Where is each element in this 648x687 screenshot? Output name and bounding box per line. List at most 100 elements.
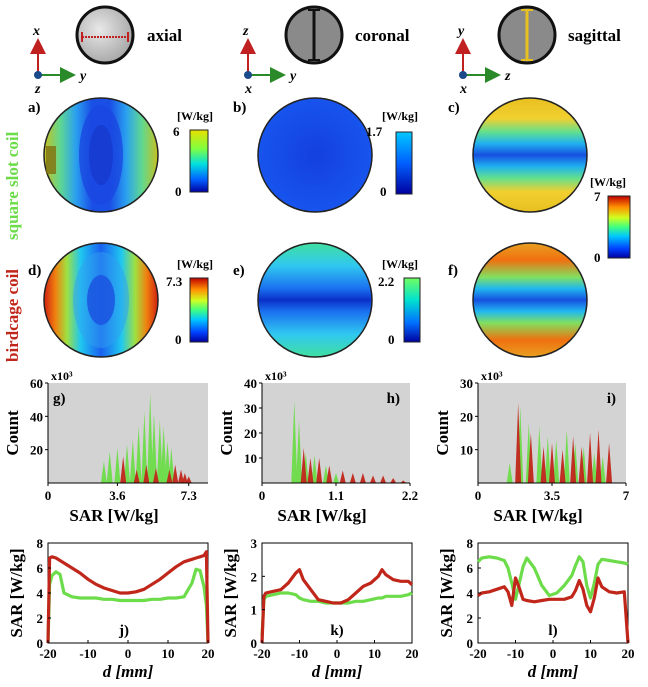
histogram-spike bbox=[359, 473, 366, 483]
histogram-spike bbox=[333, 473, 339, 483]
panel-label: b) bbox=[233, 100, 246, 116]
histogram-spike bbox=[390, 478, 397, 483]
colorbar-e: [W/kg] 2.2 0 bbox=[378, 257, 421, 347]
panel-label: a) bbox=[28, 100, 41, 116]
x-tick-label: 0 bbox=[45, 488, 52, 503]
colorbar-min: 0 bbox=[594, 250, 601, 265]
histogram-spike bbox=[311, 455, 318, 483]
x-axis-label: SAR [W/kg] bbox=[277, 506, 366, 525]
view-title-axial: axial bbox=[147, 26, 182, 45]
y-tick-label: 40 bbox=[244, 376, 257, 391]
histogram-spike bbox=[178, 469, 185, 483]
axis-out-label: x bbox=[244, 82, 252, 97]
y-tick-label: 20 bbox=[460, 409, 473, 424]
histogram-spike bbox=[527, 433, 534, 483]
histogram-spike bbox=[160, 426, 167, 483]
histogram-spike bbox=[349, 473, 356, 483]
colorbar-unit: [W/kg] bbox=[382, 257, 418, 271]
colorbar-max: 7.3 bbox=[166, 274, 183, 289]
histogram-spike bbox=[559, 449, 566, 483]
histogram-spike bbox=[578, 446, 585, 483]
sar-map-c: c) bbox=[448, 97, 588, 213]
x-tick-label: 3.5 bbox=[544, 488, 561, 503]
profile-l: -20 -10 0 10 20 0 2 4 6 8 d [mm] SAR [W/kg] l) bbox=[437, 536, 635, 681]
histogram-spike bbox=[185, 476, 192, 483]
panel-label: e) bbox=[233, 263, 245, 279]
colorbar-max: 7 bbox=[594, 189, 601, 204]
x-tick-label: 0 bbox=[550, 646, 557, 661]
panel-label: g) bbox=[53, 391, 66, 407]
y-axis-label: SAR [W/kg] bbox=[437, 548, 456, 637]
histogram-spike bbox=[129, 439, 136, 483]
histogram-spike bbox=[147, 393, 154, 483]
panel-label: k) bbox=[330, 623, 343, 639]
histogram-spike bbox=[141, 411, 148, 483]
histogram-spike bbox=[506, 463, 513, 483]
y-tick-label: 2 bbox=[467, 611, 474, 626]
histogram-spike bbox=[114, 448, 121, 483]
axis-right-label: z bbox=[504, 69, 511, 84]
profile-j: -20 -10 0 10 20 0 2 4 6 8 d [mm] SAR [W/kg] j) bbox=[7, 536, 215, 681]
y-tick-label: 10 bbox=[244, 451, 257, 466]
y-tick-label: 40 bbox=[30, 409, 43, 424]
sar-map-e: e) bbox=[233, 242, 373, 358]
y-tick-label: 3 bbox=[251, 536, 258, 551]
histogram-spike bbox=[151, 413, 158, 483]
x-axis-label: d [mm] bbox=[312, 662, 363, 681]
colorbar-unit: [W/kg] bbox=[177, 109, 213, 123]
histogram-spike bbox=[540, 446, 547, 483]
y-tick-label: 30 bbox=[244, 401, 257, 416]
x-tick-label: -20 bbox=[469, 646, 486, 661]
x-tick-label: 1.1 bbox=[328, 488, 344, 503]
x-axis-label: d [mm] bbox=[528, 662, 579, 681]
scale-label: x10³ bbox=[51, 369, 73, 383]
y-axis-label: SAR [W/kg] bbox=[7, 548, 26, 637]
y-tick-label: 20 bbox=[244, 426, 257, 441]
y-tick-label: 6 bbox=[37, 561, 44, 576]
row-label-square-slot: square slot coil bbox=[3, 131, 22, 240]
x-axis-label: SAR [W/kg] bbox=[493, 506, 582, 525]
histogram-spike bbox=[563, 429, 570, 483]
x-tick-label: 20 bbox=[406, 646, 419, 661]
histogram-spike bbox=[291, 400, 298, 483]
y-axis-label: Count bbox=[3, 410, 22, 456]
histogram-spike bbox=[536, 426, 543, 483]
histogram-spike bbox=[296, 420, 302, 483]
histogram-spike bbox=[599, 456, 606, 483]
view-title-sagittal: sagittal bbox=[568, 26, 621, 45]
colorbar-a: [W/kg] 6 0 bbox=[173, 109, 213, 199]
panel-label: c) bbox=[448, 100, 460, 116]
series-line-birdcage bbox=[260, 568, 414, 644]
histogram-spike bbox=[143, 464, 150, 483]
y-tick-label: 20 bbox=[30, 443, 43, 458]
axis-out-label: x bbox=[459, 82, 467, 97]
histogram-g: 0 3.6 7.3 20 40 60 x10³ SAR [W/kg] Count g) bbox=[3, 369, 208, 525]
view-title-coronal: coronal bbox=[355, 26, 410, 45]
y-axis-label: SAR [W/kg] bbox=[221, 548, 240, 637]
series-line-square-slot bbox=[46, 567, 210, 644]
series-line-birdcage bbox=[46, 550, 210, 644]
x-axis-label: SAR [W/kg] bbox=[69, 506, 158, 525]
x-tick-label: 10 bbox=[584, 646, 597, 661]
histogram-spike bbox=[166, 469, 173, 483]
colorbar-min: 0 bbox=[388, 332, 395, 347]
histogram-spike bbox=[595, 429, 602, 483]
y-axis-label: Count bbox=[433, 410, 452, 456]
y-tick-label: 0 bbox=[37, 636, 44, 651]
axis-right-label: y bbox=[78, 69, 87, 84]
colorbar-min: 0 bbox=[175, 184, 182, 199]
histogram-spike bbox=[106, 451, 113, 483]
y-tick-label: 60 bbox=[30, 376, 43, 391]
histogram-spike bbox=[316, 458, 323, 483]
y-tick-label: 0 bbox=[467, 636, 474, 651]
histogram-spike bbox=[553, 439, 560, 483]
y-tick-label: 2 bbox=[37, 611, 44, 626]
y-tick-label: 1 bbox=[251, 603, 258, 618]
histogram-spike bbox=[380, 475, 387, 483]
histogram-spike bbox=[133, 469, 140, 483]
x-tick-label: 3.6 bbox=[109, 488, 126, 503]
colorbar-max: 2.2 bbox=[378, 274, 394, 289]
colorbar-max: 1.7 bbox=[366, 124, 383, 139]
x-tick-label: -10 bbox=[291, 646, 308, 661]
